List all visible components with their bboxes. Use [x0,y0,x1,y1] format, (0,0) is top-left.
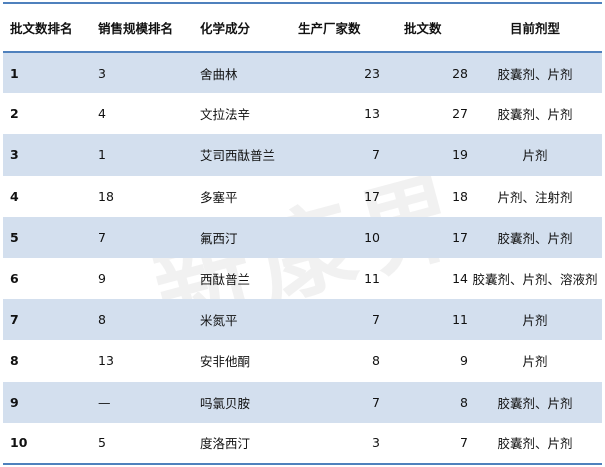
cell-ingredient: 度洛西汀 [200,436,251,452]
cell-approvals: 17 [452,229,468,245]
cell-manufacturers: 17 [364,188,380,204]
cell-manufacturers: 7 [372,394,380,410]
cell-approvals: 27 [452,106,468,122]
cell-manufacturers: 8 [372,353,380,369]
cell-sales-rank: 3 [98,65,106,81]
cell-sales-rank: 5 [98,435,106,451]
cell-ingredient: 安非他酮 [200,354,251,370]
table-row: 9 — 吗氯贝胺 7 8 胶囊剂、片剂 [3,381,602,423]
cell-approval-rank: 8 [10,353,19,369]
cell-approval-rank: 9 [10,394,19,410]
cell-sales-rank: 7 [98,229,106,245]
cell-dosage-forms: 胶囊剂、片剂、溶液剂 [472,272,598,288]
cell-ingredient: 多塞平 [200,189,238,205]
cell-manufacturers: 11 [364,271,380,287]
cell-approvals: 9 [460,353,468,369]
cell-ingredient: 艾司西酞普兰 [200,148,276,164]
cell-sales-rank: 9 [98,271,106,287]
table-row: 5 7 氟西汀 10 17 胶囊剂、片剂 [3,216,602,258]
cell-approvals: 18 [452,188,468,204]
cell-ingredient: 文拉法辛 [200,107,251,123]
header-manufacturers: 生产厂家数 [298,21,361,36]
table-row: 2 4 文拉法辛 13 27 胶囊剂、片剂 [3,93,602,134]
cell-ingredient: 舍曲林 [200,66,238,82]
drug-ranking-table: 批文数排名 销售规模排名 化学成分 生产厂家数 批文数 目前剂型 1 3 舍曲林 23… [3,2,602,465]
cell-sales-rank: 13 [98,353,114,369]
table-row: 8 13 安非他酮 8 9 片剂 [3,340,602,381]
cell-approvals: 19 [452,147,468,163]
header-approval-rank: 批文数排名 [10,21,73,36]
cell-dosage-forms: 片剂、注射剂 [497,189,573,205]
cell-manufacturers: 3 [372,435,380,451]
cell-manufacturers: 7 [372,312,380,328]
cell-ingredient: 氟西汀 [200,230,238,246]
cell-approvals: 7 [460,435,468,451]
cell-dosage-forms: 胶囊剂、片剂 [497,395,573,411]
cell-manufacturers: 23 [364,65,380,81]
table-row: 7 8 米氮平 7 11 片剂 [3,299,602,341]
header-dosage-forms: 目前剂型 [509,21,560,36]
cell-dosage-forms: 胶囊剂、片剂 [497,230,573,246]
cell-sales-rank: 18 [98,188,114,204]
cell-dosage-forms: 片剂 [522,148,548,164]
cell-ingredient: 吗氯贝胺 [200,395,251,411]
cell-manufacturers: 10 [364,229,380,245]
cell-approvals: 8 [460,394,468,410]
cell-sales-rank: — [98,394,111,410]
cell-approvals: 11 [452,312,468,328]
cell-ingredient: 西酞普兰 [200,272,251,288]
cell-dosage-forms: 胶囊剂、片剂 [497,107,573,123]
cell-approvals: 28 [452,65,468,81]
header-approvals: 批文数 [404,21,442,36]
cell-approval-rank: 1 [10,65,19,81]
cell-approval-rank: 7 [10,312,19,328]
table-row: 10 5 度洛西汀 3 7 胶囊剂、片剂 [3,423,602,464]
cell-manufacturers: 7 [372,147,380,163]
cell-dosage-forms: 胶囊剂、片剂 [497,436,573,452]
header-sales-rank: 销售规模排名 [98,21,174,36]
header-ingredient: 化学成分 [200,21,251,36]
cell-approvals: 14 [452,271,468,287]
table-row: 1 3 舍曲林 23 28 胶囊剂、片剂 [3,52,602,94]
table-row: 3 1 艾司西酞普兰 7 19 片剂 [3,134,602,176]
table-row: 4 18 多塞平 17 18 片剂、注射剂 [3,176,602,217]
cell-sales-rank: 4 [98,106,106,122]
header-row: 批文数排名 销售规模排名 化学成分 生产厂家数 批文数 目前剂型 [3,3,602,52]
cell-manufacturers: 13 [364,106,380,122]
cell-dosage-forms: 片剂 [522,313,548,329]
cell-approval-rank: 3 [10,147,19,163]
cell-approval-rank: 2 [10,106,19,122]
cell-sales-rank: 1 [98,147,106,163]
cell-dosage-forms: 胶囊剂、片剂 [497,66,573,82]
cell-approval-rank: 5 [10,229,19,245]
cell-sales-rank: 8 [98,312,106,328]
cell-approval-rank: 6 [10,271,19,287]
cell-dosage-forms: 片剂 [522,354,548,370]
cell-ingredient: 米氮平 [200,313,238,329]
table-row: 6 9 西酞普兰 11 14 胶囊剂、片剂、溶液剂 [3,258,602,299]
cell-approval-rank: 10 [10,435,28,451]
cell-approval-rank: 4 [10,188,19,204]
